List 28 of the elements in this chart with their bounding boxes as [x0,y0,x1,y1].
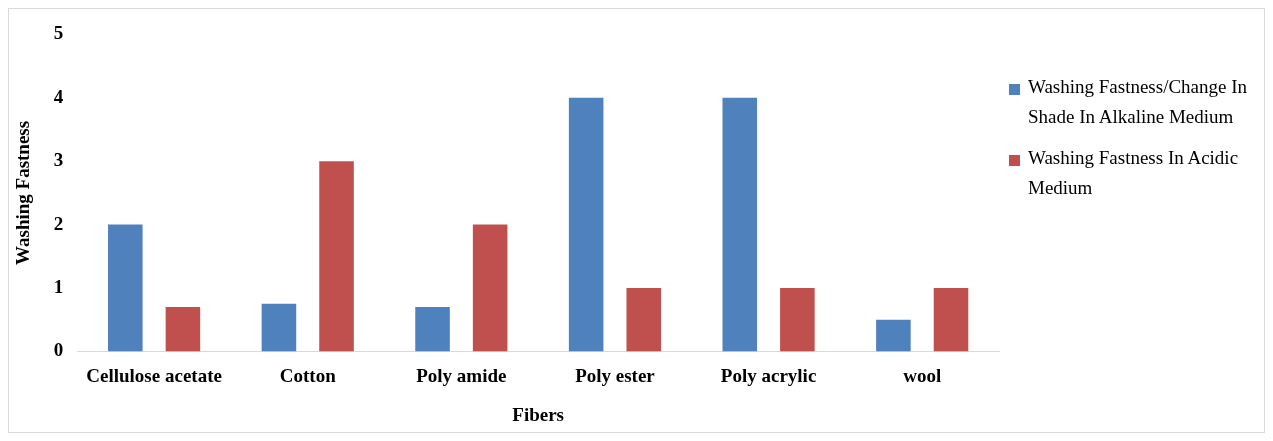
x-tick-label: Poly amide [416,364,507,386]
y-tick-label: 0 [53,339,64,361]
y-axis-title: Washing Fastness [12,120,34,265]
bar [626,288,662,352]
x-tick-label: Poly acrylic [720,364,817,386]
y-tick-label: 1 [53,275,64,297]
y-tick-label: 5 [53,22,64,44]
bar [472,224,508,352]
y-tick-label: 2 [53,212,64,234]
bar [319,161,354,352]
x-axis-title: Fibers [512,403,565,425]
x-tick-label: Poly ester [575,364,656,386]
bar [108,224,143,352]
x-tick-label: Cellulose acetate [86,364,222,386]
bar [933,288,969,352]
x-tick-label: Cotton [279,364,337,386]
legend-label: Washing Fastness/Change In Shade In Alkaline Medium [1028,75,1249,129]
bar [876,319,911,352]
bar [780,288,815,352]
x-tick-label: wool [903,364,942,386]
bar [261,303,297,352]
bar [722,97,758,352]
bar [165,307,201,352]
bar [415,307,450,352]
y-tick-label: 4 [53,85,64,107]
y-tick-label: 3 [53,149,64,171]
legend-label: Washing Fastness In Acidic Medium [1028,146,1240,200]
bar [568,97,604,352]
